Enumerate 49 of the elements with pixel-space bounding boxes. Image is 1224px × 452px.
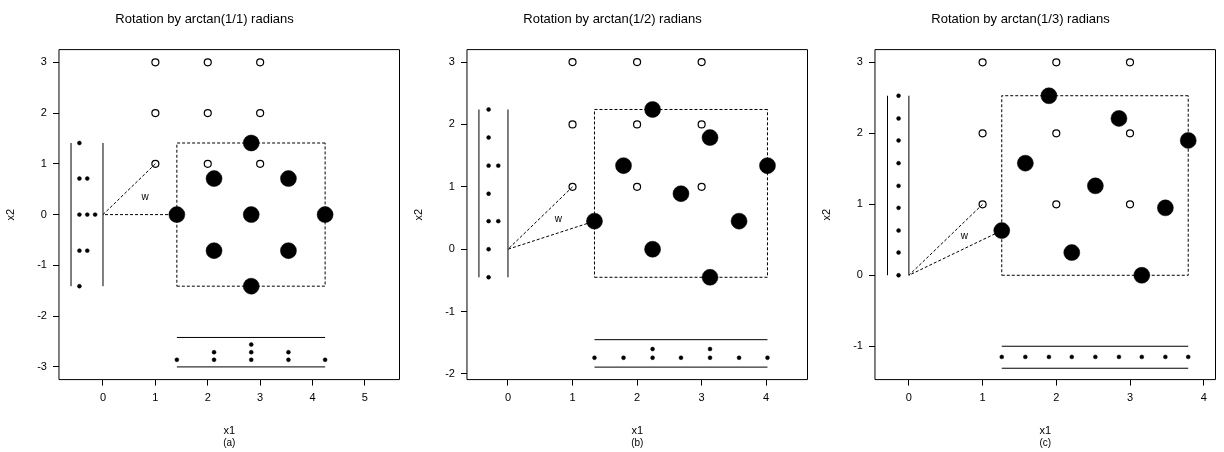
y-tick-label: 0 [448,242,455,255]
y-tick-label: 3 [856,55,863,68]
x-tick-label: 3 [1126,391,1134,404]
x-tick-label: 2 [204,391,211,404]
text: (a) [223,436,236,448]
y-tick-label: 0 [856,268,863,281]
x-tick-label: 3 [698,391,705,404]
y-tick-label: 2 [40,106,47,119]
y-axis-title: x2 [3,208,16,221]
y-axis-title: x2 [819,208,832,221]
x-tick-label: 0 [504,391,512,404]
y-tick-label: 1 [40,156,47,169]
y-tick-label: 3 [40,55,47,68]
chart-title: Rotation by arctan(1/3) radians [931,11,1111,27]
series-label: w [553,212,563,224]
series-label: w [140,191,150,203]
x-tick-label: 4 [309,391,316,404]
x-tick-label: 1 [152,391,159,404]
x-tick-label: 2 [634,391,641,404]
x-tick-label: 1 [569,391,576,404]
y-tick-label: -1 [445,304,455,317]
chart-title: Rotation by arctan(1/2) radians [523,11,703,27]
x-tick-label: 4 [1200,391,1207,404]
y-tick-label: -1 [853,339,863,352]
y-tick-label: 1 [448,179,455,192]
x-axis-title: x1 [631,424,644,437]
y-tick-label: 1 [856,197,863,210]
series-label: w [959,230,969,242]
x-tick-label: 0 [905,391,912,404]
x-tick-label: 2 [1053,391,1060,404]
y-tick-label: 2 [448,117,455,130]
y-tick-label: -2 [445,367,455,380]
y-tick-label: 0 [40,207,47,220]
y-tick-label: -1 [37,258,47,271]
x-tick-label: 4 [763,391,770,404]
y-axis-title: x2 [411,208,424,221]
x-tick-label: 1 [979,391,986,404]
x-tick-label: 5 [361,391,368,404]
y-tick-label: -2 [37,309,47,322]
chart-title: Rotation by arctan(1/1) radians [115,11,295,27]
y-tick-label: 2 [856,126,863,139]
x-tick-label: 3 [257,391,264,404]
text: (b) [631,436,644,448]
y-tick-label: 3 [448,55,455,68]
x-axis-title: x1 [1039,424,1052,437]
x-axis-title: x1 [223,424,236,437]
x-tick-label: 0 [99,391,107,404]
y-tick-label: -3 [37,359,47,372]
text: (c) [1039,436,1052,448]
